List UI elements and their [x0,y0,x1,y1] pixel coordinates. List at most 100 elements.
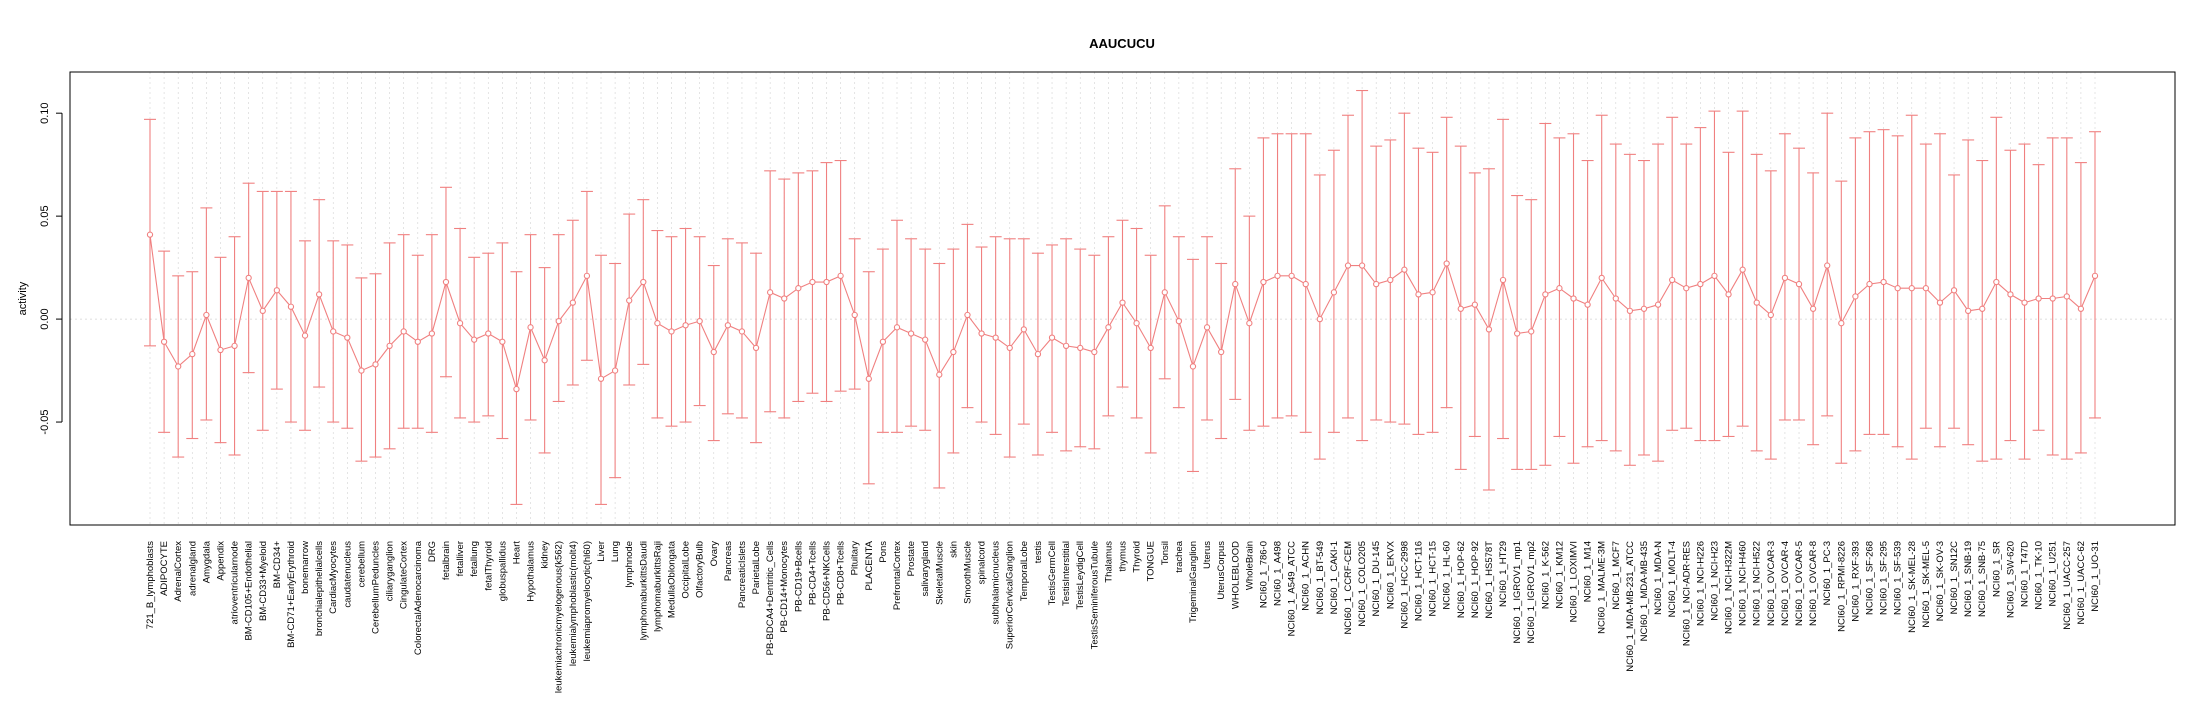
data-point [1288,272,1295,279]
x-tick-label: NCI60_1_MDA-MB-231_ATCC [1625,541,1636,672]
data-point [1316,315,1323,323]
x-tick-label: Prostate [906,541,917,576]
x-tick-label: Thalamus [1103,541,1114,583]
data-point [1175,317,1183,325]
data-point [1654,301,1662,308]
data-point [1739,266,1746,273]
x-tick-label: NCI60_1_HOP-62 [1456,541,1467,618]
data-point [330,328,337,335]
data-point [1626,307,1634,315]
data-point [2021,299,2028,306]
data-point [231,342,238,350]
data-point [583,272,591,279]
series-layer [144,89,2101,505]
data-point [273,287,280,294]
data-point [1669,276,1676,284]
data-point [527,324,534,331]
x-tick-label: skin [948,541,959,558]
x-tick-label: leukemialymphoblastic(molt4) [568,541,579,666]
x-tick-label: NCI60_1_M14 [1583,541,1594,602]
x-tick-label: testis [1033,541,1044,563]
x-tick-label: NCI60_1_PC-3 [1822,541,1833,605]
axis-layer: -0.05 0.00 0.05 0.10 [39,102,63,435]
x-tick-label: globuspallidus [497,541,508,601]
x-tick-label: ciliaryganglion [385,541,396,601]
x-tick-label: NCI60_1_CAKI-1 [1329,541,1340,614]
data-point [879,338,887,345]
x-tick-label: NCI60_1_CCRF-CEM [1343,541,1354,635]
x-tick-label: NCI60_1_HOP-92 [1470,541,1481,618]
data-point [400,328,407,335]
data-point [1330,289,1338,296]
x-tick-label: NCI60_1_A498 [1273,541,1284,606]
x-tick-label: PrefrontalCortex [892,541,903,610]
data-point [1697,280,1704,288]
x-tick-label: NCI60_1_MDA-MB-435 [1639,541,1650,641]
x-tick-label: atrioventricularnode [230,541,241,624]
data-point [1147,344,1154,352]
data-point [499,338,506,345]
data-point [189,350,196,358]
data-point [386,342,393,350]
data-point [442,278,450,286]
x-tick-label: NCI60_1_NCI-H226 [1695,541,1706,626]
data-point [1542,291,1549,298]
x-tick-label: NCI60_1_OVCAR-4 [1780,541,1791,626]
x-tick-label: PB-CD56+NKCells [822,541,833,621]
data-point [2063,293,2070,300]
data-point [1485,326,1493,333]
data-point [837,272,844,279]
data-point [1133,320,1140,327]
x-tick-label: NCI60_1_SNB-75 [1977,541,1988,617]
x-tick-label: NCI60_1_SN12C [1949,541,1960,615]
data-point [2077,305,2085,312]
x-tick-label: NCI60_1_LOXIMVI [1569,541,1580,622]
data-point [1344,262,1352,269]
x-tick-label: leukemiachronicmyelogenous(k562) [554,541,565,693]
x-tick-label: Pons [878,541,889,563]
x-tick-label: NCI60_1_SK-OV-3 [1935,541,1946,621]
data-point [809,278,816,286]
data-point [1965,307,1972,315]
x-tick-label: adrenalgland [187,541,198,596]
x-tick-label: NCI60_1_SF-295 [1879,541,1890,615]
x-tick-label: PB-BDCA4+Dentritic_Cells [765,541,776,656]
x-tick-label: PLACENTA [864,540,875,590]
x-tick-label: Lung [610,541,621,562]
data-point [781,295,788,302]
x-tick-label: BM-CD71+EarlyErythroid [286,541,297,648]
x-tick-label: PB-CD14+Monocytes [779,541,790,633]
x-tick-label: Amygdala [201,540,212,583]
data-point [259,307,266,315]
data-point [146,231,154,238]
x-tick-label: NCI60_1_MDA-N [1653,541,1664,615]
x-tick-label: NCI60_1_DU-145 [1371,541,1382,617]
x-tick-label: Tonsil [1160,541,1171,565]
data-point [301,332,309,339]
data-point [2007,291,2014,298]
data-point [907,330,915,337]
data-point [795,285,802,292]
data-point [1528,328,1535,335]
x-tick-label: SuperiorCervicalGanglion [1005,541,1016,649]
y-tick-label: -0.05 [39,410,51,435]
x-tick-label: CerebellumPeduncles [371,541,382,634]
x-tick-label: TestisInterstitial [1061,541,1072,606]
x-tick-label: bronchialepithelialcells [314,541,325,636]
data-point [710,348,717,356]
x-tick-label: bonemarrow [300,541,311,594]
x-tick-label: leukemiapromyelocytic(hl60) [582,541,593,661]
x-tick-label: SmoothMuscle [962,541,973,604]
data-point [203,311,210,319]
data-point [2091,272,2099,279]
data-point [1105,324,1112,331]
data-point [1415,291,1422,298]
data-point [611,367,619,374]
x-tick-label: 721_B_lymphoblasts [145,541,156,629]
data-point [555,317,562,325]
x-tick-label: kidney [540,541,551,569]
data-point [1838,320,1845,327]
data-point [1683,285,1690,292]
x-tick-label: NCI60_1_HCT-116 [1413,541,1424,621]
